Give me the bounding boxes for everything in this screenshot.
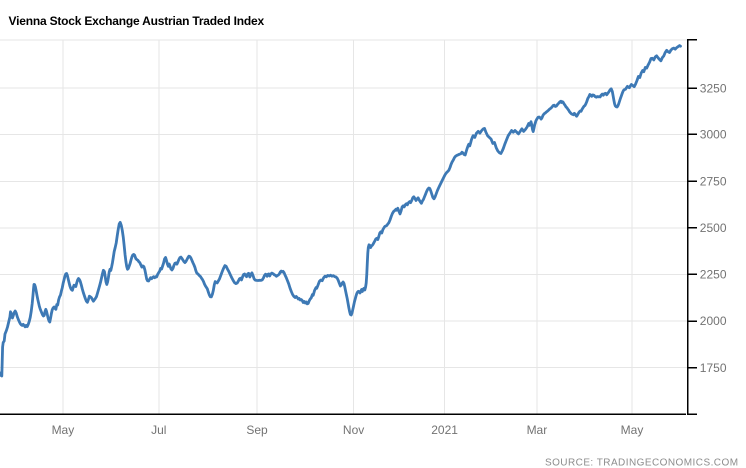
svg-text:Sep: Sep [246,423,268,437]
svg-text:Vienna Stock Exchange Austrian: Vienna Stock Exchange Austrian Traded In… [9,14,265,28]
svg-text:3250: 3250 [700,81,727,95]
svg-text:1750: 1750 [700,361,727,375]
svg-text:2750: 2750 [700,175,727,189]
svg-text:SOURCE: TRADINGECONOMICS.COM: SOURCE: TRADINGECONOMICS.COM [545,458,739,468]
svg-text:Nov: Nov [343,423,364,437]
svg-text:May: May [52,423,75,437]
svg-text:2021: 2021 [431,423,458,437]
svg-text:2500: 2500 [700,221,727,235]
svg-text:2000: 2000 [700,314,727,328]
svg-text:2250: 2250 [700,268,727,282]
svg-text:Mar: Mar [527,423,548,437]
svg-text:3000: 3000 [700,128,727,142]
svg-text:May: May [621,423,644,437]
svg-text:Jul: Jul [151,423,166,437]
